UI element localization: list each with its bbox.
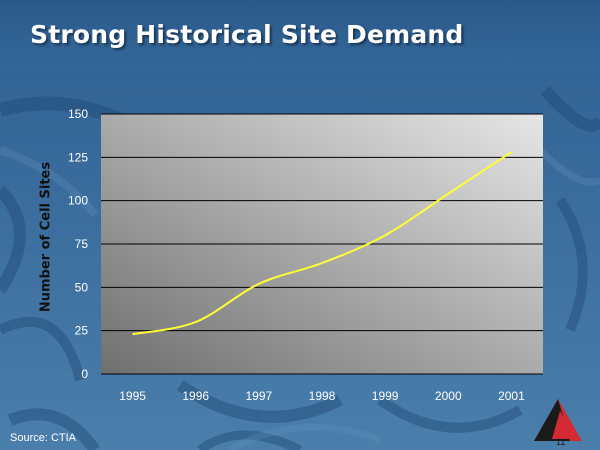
x-tick-label: 2000 <box>435 389 462 403</box>
x-tick-label: 1995 <box>119 389 146 403</box>
x-tick-label: 1999 <box>372 389 399 403</box>
series-layer <box>132 151 512 336</box>
y-tick-label: 150 <box>68 107 88 121</box>
slide-title: Strong Historical Site Demand <box>30 20 464 49</box>
y-tick-label: 50 <box>75 280 89 294</box>
source-note: Source: CTIA <box>10 432 77 444</box>
x-axis-ticks: 1995 1996 1997 1998 1999 2000 2001 <box>119 389 525 403</box>
y-tick-label: 125 <box>68 150 88 164</box>
y-tick-label: 100 <box>68 194 88 208</box>
gridlines <box>101 113 543 375</box>
x-tick-label: 1997 <box>246 389 273 403</box>
x-tick-label: 1996 <box>182 389 209 403</box>
x-tick-label: 2001 <box>498 389 525 403</box>
y-axis-ticks: 0 25 50 75 100 125 150 <box>68 107 88 381</box>
y-tick-label: 0 <box>81 367 88 381</box>
x-tick-label: 1998 <box>309 389 336 403</box>
y-tick-label: 25 <box>75 324 89 338</box>
company-logo <box>534 399 582 441</box>
y-tick-label: 75 <box>75 237 89 251</box>
page-number: 11 <box>556 437 566 447</box>
header-band <box>0 0 600 72</box>
